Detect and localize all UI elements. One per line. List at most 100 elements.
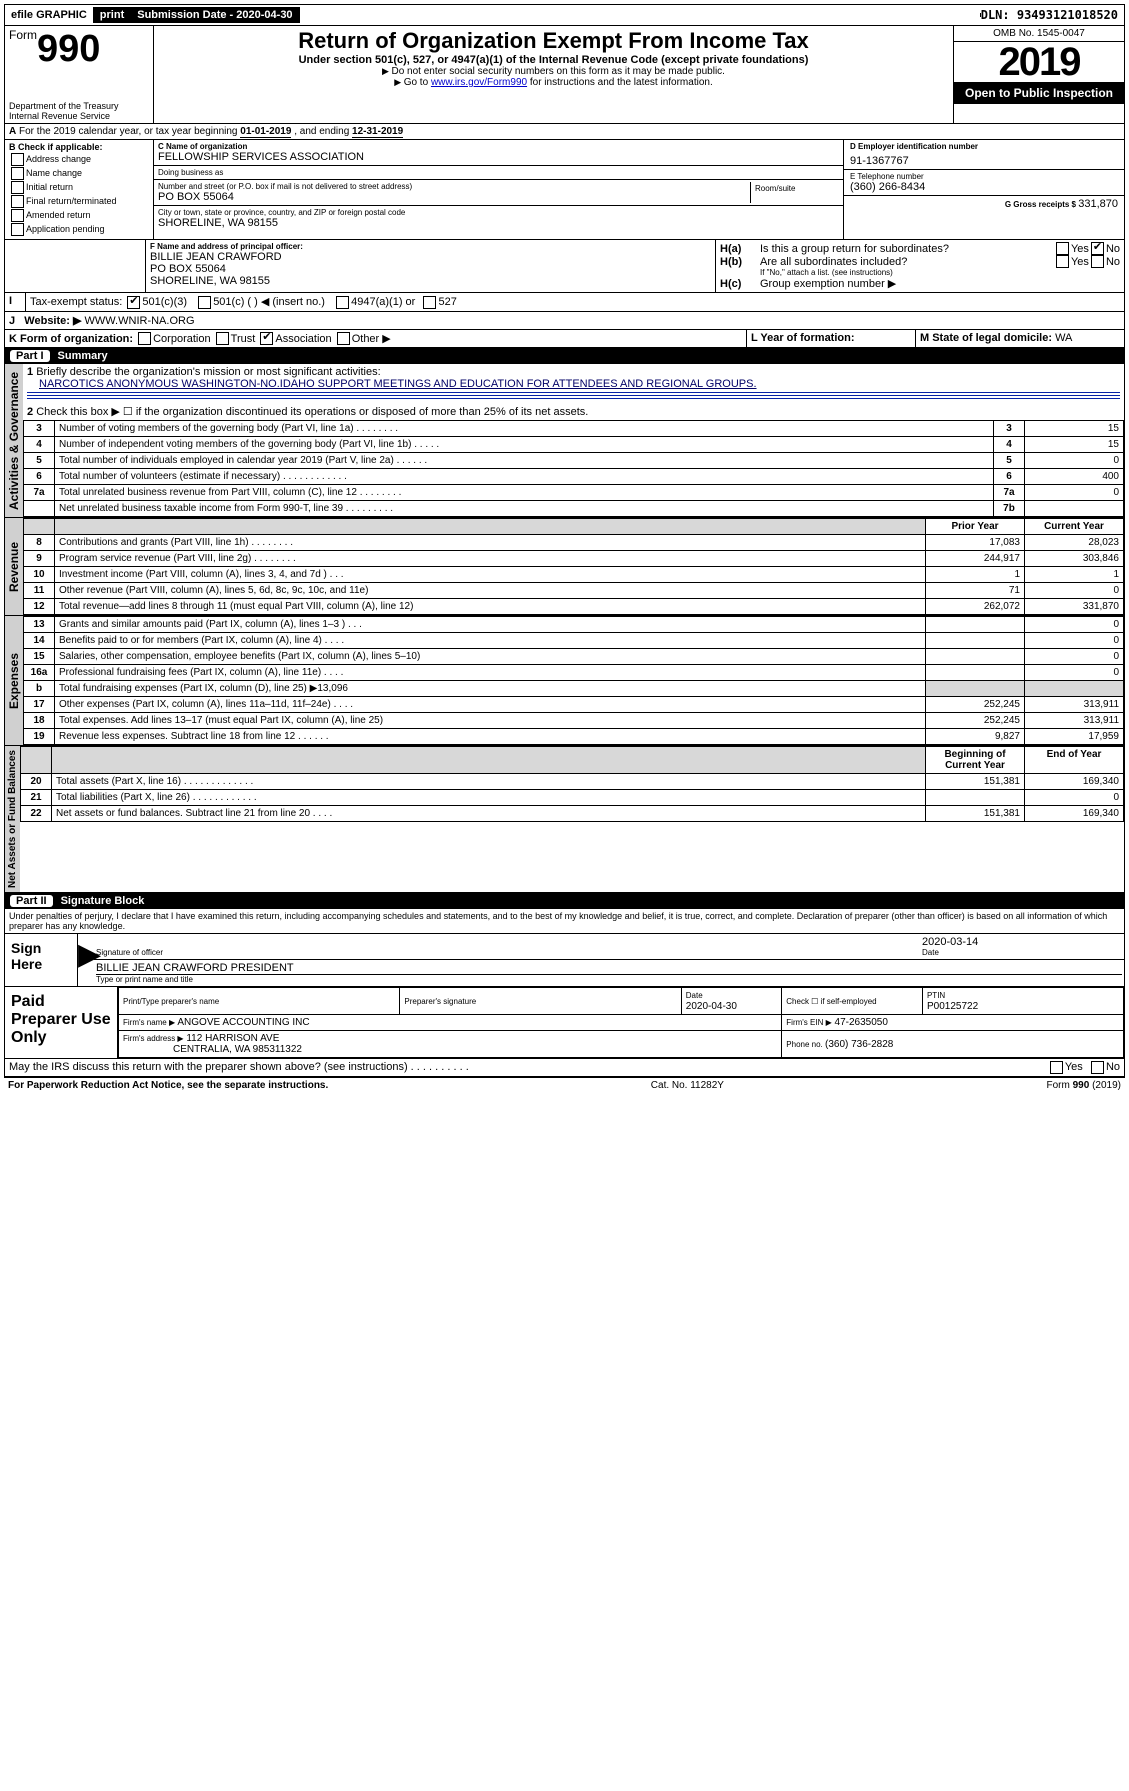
irs-link[interactable]: www.irs.gov/Form990 [431, 77, 527, 88]
table-row: 14Benefits paid to or for members (Part … [24, 633, 1124, 649]
city-value: SHORELINE, WA 98155 [158, 217, 839, 229]
top-bar: efile GRAPHIC print Submission Date - 20… [4, 4, 1125, 26]
footer: For Paperwork Reduction Act Notice, see … [4, 1077, 1125, 1093]
chk-assoc[interactable] [260, 332, 273, 345]
form-subtitle: Under section 501(c), 527, or 4947(a)(1)… [160, 54, 947, 66]
street-label: Number and street (or P.O. box if mail i… [158, 182, 750, 191]
sig-arrow-icon: ▶ [78, 934, 94, 986]
table-row: bTotal fundraising expenses (Part IX, co… [24, 681, 1124, 697]
hb-no[interactable] [1091, 255, 1104, 268]
phone-value: (360) 266-8434 [850, 181, 1118, 193]
table-row: 19Revenue less expenses. Subtract line 1… [24, 729, 1124, 745]
table-row: 8Contributions and grants (Part VIII, li… [24, 535, 1124, 551]
paid-preparer-label: Paid Preparer Use Only [5, 987, 118, 1058]
form-title: Return of Organization Exempt From Incom… [160, 28, 947, 54]
dba-label: Doing business as [158, 168, 839, 177]
room-label: Room/suite [755, 184, 835, 193]
print-button[interactable]: print [94, 7, 131, 23]
table-row: 5Total number of individuals employed in… [24, 453, 1124, 469]
submission-date-button[interactable]: Submission Date - 2020-04-30 [131, 7, 299, 23]
chk-address-change[interactable] [11, 153, 24, 166]
paid-preparer-row: Paid Preparer Use Only Print/Type prepar… [4, 987, 1125, 1059]
table-header-row: Prior YearCurrent Year [24, 519, 1124, 535]
chk-501c[interactable] [198, 296, 211, 309]
box-m: M State of legal domicile: WA [916, 330, 1124, 348]
sign-here-row: Sign Here ▶ Signature of officer 2020-03… [4, 934, 1125, 987]
city-label: City or town, state or province, country… [158, 208, 839, 217]
dln: DLN: 93493121018520 [981, 8, 1124, 22]
firm-name: ANGOVE ACCOUNTING INC [177, 1017, 309, 1028]
chk-4947[interactable] [336, 296, 349, 309]
governance-section: Activities & Governance 1 Briefly descri… [4, 364, 1125, 518]
ssn-note: Do not enter social security numbers on … [160, 66, 947, 77]
dept-treasury: Department of the Treasury [9, 101, 149, 111]
table-row: 4Number of independent voting members of… [24, 437, 1124, 453]
discuss-yes[interactable] [1050, 1061, 1063, 1074]
governance-table: 3Number of voting members of the governi… [23, 420, 1124, 517]
row-i: I Tax-exempt status: 501(c)(3) 501(c) ( … [4, 293, 1125, 312]
revenue-section: Revenue Prior YearCurrent Year8Contribut… [4, 518, 1125, 616]
row-klm: K Form of organization: Corporation Trus… [4, 330, 1125, 349]
chk-final-return[interactable] [11, 195, 24, 208]
phone-label: E Telephone number [850, 172, 1118, 181]
chk-corp[interactable] [138, 332, 151, 345]
line-1: 1 Briefly describe the organization's mi… [23, 364, 1124, 403]
box-f: F Name and address of principal officer:… [146, 240, 716, 292]
form-header: Form990 Department of the Treasury Inter… [4, 26, 1125, 124]
netassets-table: Beginning of Current YearEnd of Year20To… [20, 746, 1124, 822]
table-row: 16aProfessional fundraising fees (Part I… [24, 665, 1124, 681]
hb-yes[interactable] [1056, 255, 1069, 268]
line-2: 2 Check this box ▶ ☐ if the organization… [23, 403, 1124, 420]
discuss-no[interactable] [1091, 1061, 1104, 1074]
row-j: J Website: ▶ WWW.WNIR-NA.ORG [4, 312, 1125, 330]
vlabel-expenses: Expenses [5, 616, 23, 745]
cat-no: Cat. No. 11282Y [651, 1080, 724, 1091]
form-number-box: Form990 Department of the Treasury Inter… [5, 26, 154, 123]
firm-ein: 47-2635050 [835, 1017, 888, 1028]
efile-label: efile GRAPHIC [5, 7, 94, 23]
netassets-section: Net Assets or Fund Balances Beginning of… [4, 746, 1125, 893]
box-l: L Year of formation: [747, 330, 916, 348]
ein-label: D Employer identification number [850, 142, 1118, 151]
chk-name-change[interactable] [11, 167, 24, 180]
table-row: 9Program service revenue (Part VIII, lin… [24, 551, 1124, 567]
firm-phone: (360) 736-2828 [825, 1039, 893, 1050]
col-d: D Employer identification number 91-1367… [843, 140, 1124, 239]
sign-here-label: Sign Here [5, 934, 78, 986]
table-row: 22Net assets or fund balances. Subtract … [21, 806, 1124, 822]
table-row: 13Grants and similar amounts paid (Part … [24, 617, 1124, 633]
table-row: Net unrelated business taxable income fr… [24, 501, 1124, 517]
ha-no[interactable] [1091, 242, 1104, 255]
org-name-label: C Name of organization [158, 142, 839, 151]
f-h-row: F Name and address of principal officer:… [4, 240, 1125, 293]
chk-501c3[interactable] [127, 296, 140, 309]
box-h: H(a) Is this a group return for subordin… [716, 240, 1124, 292]
header-right: OMB No. 1545-0047 2019 Open to Public In… [954, 26, 1124, 123]
chk-trust[interactable] [216, 332, 229, 345]
vlabel-revenue: Revenue [5, 518, 23, 615]
gross-label: G Gross receipts $ [1005, 200, 1078, 209]
table-row: 10Investment income (Part VIII, column (… [24, 567, 1124, 583]
chk-amended[interactable] [11, 209, 24, 222]
table-row: 11Other revenue (Part VIII, column (A), … [24, 583, 1124, 599]
form-footer: Form 990 (2019) [1047, 1080, 1121, 1091]
table-row: 3Number of voting members of the governi… [24, 421, 1124, 437]
tax-year: 2019 [954, 42, 1124, 82]
col-b: B Check if applicable: Address change Na… [5, 140, 154, 239]
mission-text: NARCOTICS ANONYMOUS WASHINGTON-NO.IDAHO … [27, 378, 1120, 390]
website-note: Go to www.irs.gov/Form990 for instructio… [160, 77, 947, 88]
ein-value: 91-1367767 [850, 155, 1118, 167]
chk-527[interactable] [423, 296, 436, 309]
chk-application-pending[interactable] [11, 223, 24, 236]
vlabel-governance: Activities & Governance [5, 364, 23, 517]
chk-initial-return[interactable] [11, 181, 24, 194]
ha-yes[interactable] [1056, 242, 1069, 255]
vlabel-netassets: Net Assets or Fund Balances [5, 746, 20, 892]
line-a: A For the 2019 calendar year, or tax yea… [4, 124, 1125, 140]
col-c: C Name of organization FELLOWSHIP SERVIC… [154, 140, 843, 239]
chk-other[interactable] [337, 332, 350, 345]
part1-header: Part I Summary [4, 348, 1125, 364]
expenses-table: 13Grants and similar amounts paid (Part … [23, 616, 1124, 745]
officer-name: BILLIE JEAN CRAWFORD PRESIDENT [96, 962, 1122, 975]
topbar-spacer [300, 13, 981, 17]
